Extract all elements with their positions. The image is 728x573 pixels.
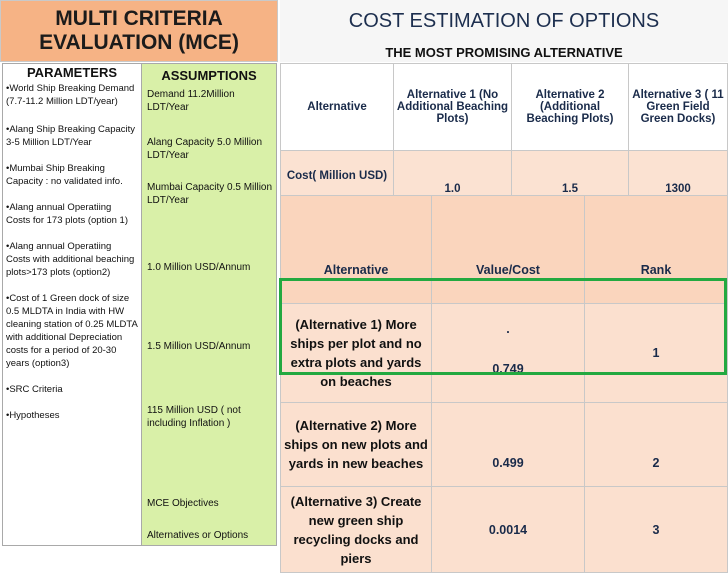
mce-title-line1: MULTI CRITERIA bbox=[55, 7, 223, 30]
cost-header-cell: Alternative bbox=[280, 63, 394, 151]
assumption-item: 1.0 Million USD/Annum bbox=[147, 262, 251, 273]
rank-cell: 3 bbox=[584, 486, 728, 573]
best-alternative-highlight bbox=[279, 278, 727, 375]
cost-estimation-title: COST ESTIMATION OF OPTIONS bbox=[280, 0, 728, 42]
cost-value-cell: 1.0 bbox=[393, 150, 512, 202]
promising-alternative-subtitle: THE MOST PROMISING ALTERNATIVE bbox=[280, 42, 728, 62]
cost-value-cell: 1300 bbox=[628, 150, 728, 202]
evaluation-row: (Alternative 2) More ships on new plots … bbox=[280, 402, 728, 487]
assumption-item: Mumbai Capacity 0.5 Million LDT/Year bbox=[147, 182, 273, 206]
cost-table-header-row: Alternative Alternative 1 (No Additional… bbox=[280, 63, 728, 151]
alternative-name-cell: (Alternative 1) More ships per plot and … bbox=[280, 303, 432, 403]
parameter-item: •SRC Criteria bbox=[6, 384, 63, 395]
alternative-name-cell: (Alternative 2) More ships on new plots … bbox=[280, 402, 432, 487]
parameter-item: •Alang annual Operatiing Costs for 173 p… bbox=[6, 202, 128, 226]
mce-title: MULTI CRITERIA EVALUATION (MCE) bbox=[0, 0, 278, 62]
mce-title-line2: EVALUATION (MCE) bbox=[39, 31, 239, 54]
evaluation-table: Alternative Value/Cost Rank (Alternative… bbox=[280, 195, 728, 573]
assumption-item: MCE Objectives bbox=[147, 498, 219, 509]
cost-header-cell: Alternative 1 (No Additional Beaching Pl… bbox=[393, 63, 512, 151]
eval-header-alternative: Alternative bbox=[280, 195, 432, 304]
cost-value-cell: 1.5 bbox=[511, 150, 629, 202]
parameters-heading: PARAMETERS bbox=[26, 65, 118, 80]
cost-header-cell: Alternative 2 (Additional Beaching Plots… bbox=[511, 63, 629, 151]
evaluation-row: (Alternative 1) More ships per plot and … bbox=[280, 303, 728, 403]
cost-header-cell: Alternative 3 ( 11 Green Field Green Doc… bbox=[628, 63, 728, 151]
evaluation-row: (Alternative 3) Create new green ship re… bbox=[280, 486, 728, 573]
value-cost-cell: 0.499 bbox=[431, 402, 585, 487]
value-dot: . bbox=[506, 322, 510, 336]
parameters-panel: PARAMETERS •World Ship Breaking Demand (… bbox=[2, 63, 141, 546]
value-cost-cell: 0.0014 bbox=[431, 486, 585, 573]
assumptions-heading: ASSUMPTIONS bbox=[161, 68, 257, 83]
assumption-item: Alang Capacity 5.0 Million LDT/Year bbox=[147, 137, 263, 161]
cost-label-cell: Cost( Million USD) bbox=[280, 150, 394, 202]
alternative-name-cell: (Alternative 3) Create new green ship re… bbox=[280, 486, 432, 573]
parameter-item: •World Ship Breaking Demand (7.7-11.2 Mi… bbox=[6, 83, 135, 107]
assumptions-panel: ASSUMPTIONS Demand 11.2Million LDT/Year … bbox=[141, 63, 277, 546]
parameter-item: •Mumbai Ship Breaking Capacity : no vali… bbox=[6, 163, 123, 187]
assumption-item: 115 Million USD ( not including Inflatio… bbox=[147, 405, 241, 429]
rank-cell: 1 bbox=[584, 303, 728, 403]
rank-cell: 2 bbox=[584, 402, 728, 487]
evaluation-header-row: Alternative Value/Cost Rank bbox=[280, 195, 728, 304]
assumption-item: Alternatives or Options bbox=[147, 530, 249, 541]
cost-table: Alternative Alternative 1 (No Additional… bbox=[280, 63, 728, 202]
parameter-item: •Hypotheses bbox=[6, 410, 60, 421]
parameter-item: •Alang annual Operatiing Costs with addi… bbox=[6, 241, 135, 278]
parameter-item: •Alang Ship Breaking Capacity 3-5 Millio… bbox=[6, 124, 136, 148]
cost-table-row: Cost( Million USD) 1.0 1.5 1300 bbox=[280, 150, 728, 202]
assumption-item: 1.5 Million USD/Annum bbox=[147, 341, 251, 352]
assumption-item: Demand 11.2Million LDT/Year bbox=[147, 89, 235, 113]
parameter-item: •Cost of 1 Green dock of size 0.5 MLDTA … bbox=[6, 293, 138, 369]
eval-header-rank: Rank bbox=[584, 195, 728, 304]
